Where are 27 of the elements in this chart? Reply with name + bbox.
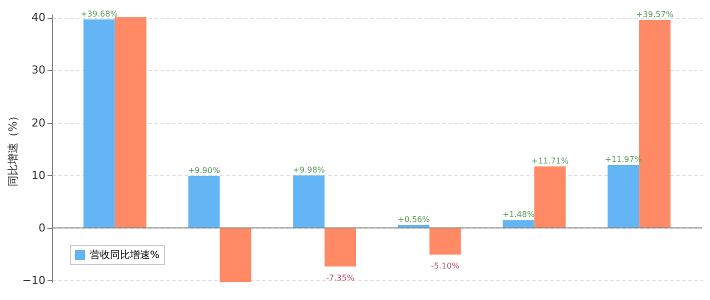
data-label: -5.10% (430, 262, 460, 271)
data-label: +11.71% (531, 156, 569, 166)
legend-label: 营收同比增速% (90, 249, 160, 261)
data-label: -7.35% (326, 274, 355, 282)
data-label: +39.68% (80, 9, 118, 18)
bar (534, 166, 566, 228)
bar (83, 19, 115, 228)
bar (429, 228, 461, 255)
y-tick-label: 30 (32, 64, 46, 77)
data-label: +0.56% (398, 214, 430, 224)
data-label: +9.98% (292, 165, 326, 174)
bar (188, 176, 220, 228)
y-tick-label: −10 (22, 274, 46, 287)
data-label: +1.48% (502, 210, 535, 220)
y-tick-label: 20 (32, 116, 46, 130)
data-label: +9.90% (188, 166, 220, 175)
y-axis-title: 同比增速（%） (6, 110, 20, 187)
bar (324, 228, 356, 266)
bar (220, 228, 252, 282)
y-tick-label: 0 (38, 221, 46, 234)
bar (293, 175, 325, 228)
data-label: +39.57% (636, 10, 674, 19)
bar (608, 164, 640, 228)
bar (114, 17, 146, 228)
y-tick-label: 10 (32, 168, 46, 182)
bar (502, 220, 534, 228)
y-tick-label: 40 (32, 11, 46, 24)
